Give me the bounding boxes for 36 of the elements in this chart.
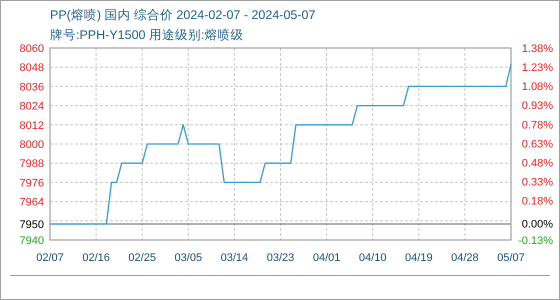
y2-tick-label: -0.13%: [518, 235, 554, 247]
chart-subtitle: 牌号:PPH-Y1500 用途级别:熔喷级: [50, 28, 244, 42]
y-tick-label: 8000: [20, 139, 44, 151]
y-tick-label: 7964: [20, 196, 44, 209]
x-tick-label: 04/01: [312, 252, 340, 264]
y-tick-label: 7988: [20, 158, 44, 170]
x-tick-label: 04/19: [405, 252, 433, 264]
y-tick-label: 7940: [20, 235, 44, 247]
x-tick-label: 03/05: [174, 252, 202, 264]
x-tick-label: 04/10: [358, 252, 386, 264]
y2-tick-label: 0.33%: [522, 176, 554, 189]
y2-tick-label: 1.38%: [522, 43, 554, 55]
y2-tick-label: 0.63%: [522, 138, 554, 150]
x-tick-label: 05/07: [497, 252, 525, 264]
x-tick-label: 04/28: [451, 252, 479, 264]
y2-tick-label: 0.18%: [522, 196, 554, 208]
y-tick-label: 8060: [20, 43, 44, 55]
y-tick-label: 8024: [20, 100, 44, 113]
y2-tick-label: 0.48%: [522, 157, 554, 170]
x-tick-label: 02/25: [128, 252, 156, 264]
y2-tick-label: 1.08%: [522, 81, 554, 94]
line-series: [49, 63, 512, 225]
x-tick-label: 02/07: [36, 252, 64, 264]
y-tick-label: 7950: [20, 219, 44, 231]
y2-tick-label: 1.23%: [522, 62, 554, 74]
y-tick-label: 8036: [20, 81, 44, 94]
x-tick-label: 03/14: [220, 252, 248, 264]
y2-tick-label: 0.78%: [522, 119, 554, 132]
y2-tick-label: 0.00%: [522, 218, 554, 230]
y2-tick-label: 0.93%: [522, 100, 554, 112]
y-tick-label: 8012: [20, 120, 44, 132]
x-tick-label: 03/23: [266, 252, 294, 264]
y-tick-label: 8048: [20, 62, 44, 74]
x-tick-label: 02/16: [82, 252, 110, 264]
y-tick-label: 7976: [20, 177, 44, 190]
chart-title: PP(熔喷) 国内 综合价 2024-02-07 - 2024-05-07: [50, 8, 316, 22]
